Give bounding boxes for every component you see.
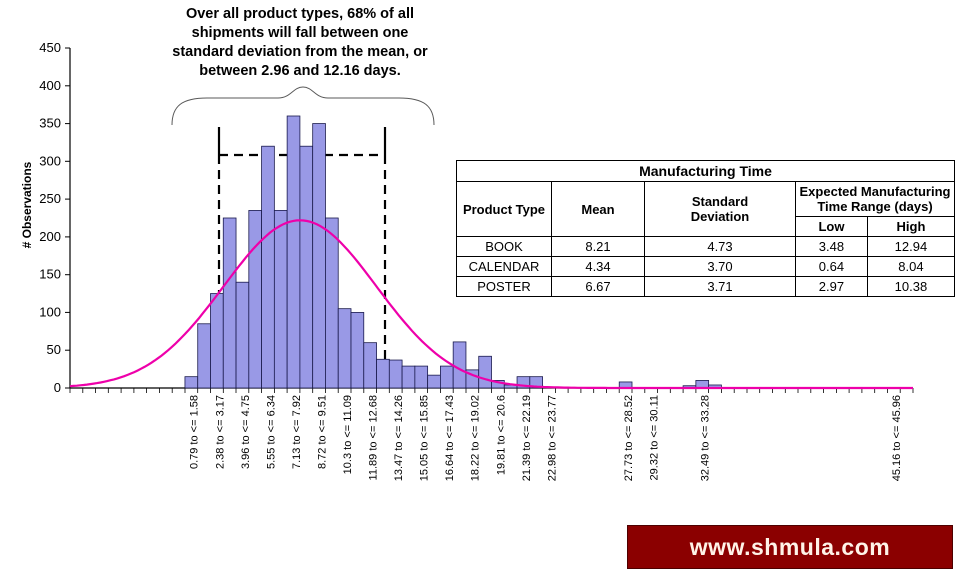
svg-text:7.13 to <= 7.92: 7.13 to <= 7.92 xyxy=(291,395,303,469)
svg-text:19.81 to <= 20.6: 19.81 to <= 20.6 xyxy=(495,395,507,475)
svg-text:27.73 to <= 28.52: 27.73 to <= 28.52 xyxy=(623,395,635,481)
svg-text:2.38 to <= 3.17: 2.38 to <= 3.17 xyxy=(214,395,226,469)
svg-text:11.89 to <= 12.68: 11.89 to <= 12.68 xyxy=(368,395,380,480)
svg-text:22.98 to <= 23.77: 22.98 to <= 23.77 xyxy=(546,395,558,481)
svg-text:13.47 to <= 14.26: 13.47 to <= 14.26 xyxy=(393,395,405,481)
svg-text:200: 200 xyxy=(39,229,61,244)
svg-text:5.55 to <= 6.34: 5.55 to <= 6.34 xyxy=(265,395,277,469)
svg-text:350: 350 xyxy=(39,116,61,131)
svg-text:450: 450 xyxy=(39,40,61,55)
svg-text:250: 250 xyxy=(39,191,61,206)
svg-text:16.64 to <= 17.43: 16.64 to <= 17.43 xyxy=(444,395,456,481)
svg-text:150: 150 xyxy=(39,267,61,282)
svg-text:8.72 to <= 9.51: 8.72 to <= 9.51 xyxy=(317,395,329,469)
svg-text:21.39 to <= 22.19: 21.39 to <= 22.19 xyxy=(521,395,533,481)
svg-text:300: 300 xyxy=(39,153,61,168)
svg-text:45.16 to <= 45.96: 45.16 to <= 45.96 xyxy=(891,395,903,481)
svg-text:400: 400 xyxy=(39,78,61,93)
svg-text:0.79 to <= 1.58: 0.79 to <= 1.58 xyxy=(189,395,201,469)
svg-text:50: 50 xyxy=(47,342,61,357)
svg-text:32.49 to <= 33.28: 32.49 to <= 33.28 xyxy=(700,395,712,481)
svg-text:10.3 to <= 11.09: 10.3 to <= 11.09 xyxy=(342,395,354,474)
svg-text:15.05 to <= 15.85: 15.05 to <= 15.85 xyxy=(419,395,431,481)
svg-text:29.32 to <= 30.11: 29.32 to <= 30.11 xyxy=(649,395,661,480)
svg-text:0: 0 xyxy=(54,380,61,395)
svg-text:18.22 to <= 19.02: 18.22 to <= 19.02 xyxy=(470,395,482,481)
svg-text:100: 100 xyxy=(39,304,61,319)
svg-text:3.96 to <= 4.75: 3.96 to <= 4.75 xyxy=(240,395,252,469)
